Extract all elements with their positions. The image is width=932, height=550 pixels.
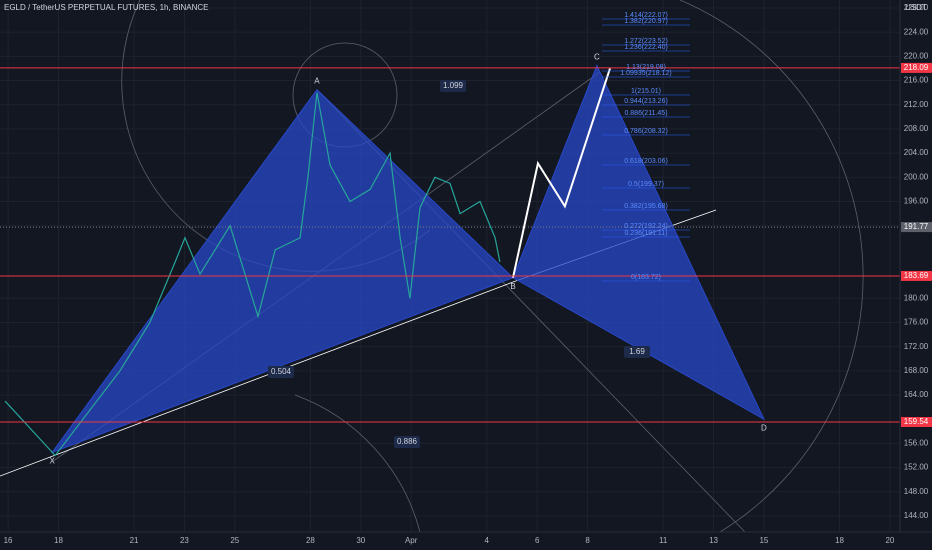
fib-label: 0.5(199.37) — [628, 181, 664, 188]
x-tick-label: 20 — [885, 536, 894, 545]
level-tag — [901, 62, 932, 73]
fib-label: 0.272(192.24) — [624, 223, 668, 230]
axis-unit: USDT — [905, 3, 927, 12]
x-tick-label: 15 — [759, 536, 768, 545]
fib-label: 0.382(195.68) — [624, 203, 668, 210]
arc — [679, 0, 864, 533]
level-tag — [901, 270, 932, 281]
fib-label: 1.236(222.40) — [624, 44, 668, 51]
fib-label: 1.09935(218.12) — [620, 70, 671, 77]
y-tick-label: 200.00 — [904, 172, 929, 181]
pattern-point-label: A — [314, 77, 320, 86]
y-tick-label: 172.00 — [904, 342, 929, 351]
fib-label: 0.618(203.06) — [624, 158, 668, 165]
level-label: 218.09 — [904, 63, 929, 72]
level-tag — [901, 416, 932, 427]
y-tick-label: 176.00 — [904, 318, 929, 327]
x-tick-label: 13 — [709, 536, 718, 545]
x-tick-label: 28 — [306, 536, 315, 545]
y-tick-label: 220.00 — [904, 51, 929, 60]
ratio-box — [394, 436, 420, 448]
y-tick-label: 228.00 — [904, 3, 929, 12]
level-label: 183.69 — [904, 271, 929, 280]
fib-label: 1.414(222.07) — [624, 12, 668, 19]
x-tick-label: 21 — [130, 536, 139, 545]
fib-label: 0.786(208.32) — [624, 128, 668, 135]
pattern-point-label: D — [761, 423, 767, 432]
pattern-point-label: X — [49, 457, 55, 466]
plot: X A B C D 0.504 1.099 0.886 1.69 1.414(222.07)1.3… — [0, 12, 900, 466]
ratio-label: 0.886 — [397, 437, 418, 446]
chart-title: EGLD / TetherUS PERPETUAL FUTURES, 1h, B… — [4, 3, 209, 12]
x-tick-label: 8 — [585, 536, 590, 545]
price-line — [512, 68, 611, 278]
y-tick-label: 204.00 — [904, 148, 929, 157]
arc — [294, 394, 421, 533]
ratio-label: 0.504 — [271, 367, 292, 376]
price-line — [4, 92, 501, 457]
last-price-tag — [901, 222, 932, 233]
x-tick-label: 11 — [659, 536, 668, 545]
ratio-label: 1.69 — [629, 347, 645, 356]
x-tick-label: 4 — [485, 536, 490, 545]
fib-label: 1.13(219.08) — [626, 64, 666, 71]
ratio-label: 1.099 — [443, 81, 464, 90]
axes: 228.00 224.00 220.00 216.00 212.00 208.00 204.… — [4, 3, 932, 545]
trend-line — [0, 281, 514, 477]
x-tick-label: 30 — [356, 536, 365, 545]
fib-label: 1.382(220.97) — [624, 18, 668, 25]
ratio-box — [268, 366, 294, 378]
x-tick-label: 25 — [230, 536, 239, 545]
fib-label: 1(215.01) — [631, 88, 661, 95]
y-tick-label: 152.00 — [904, 463, 929, 472]
fib-label: 0.236(191.11) — [624, 230, 667, 237]
pattern-point-label: B — [510, 282, 515, 291]
y-tick-label: 216.00 — [904, 76, 929, 85]
x-tick-label: 16 — [4, 536, 13, 545]
y-tick-label: 168.00 — [904, 366, 929, 375]
pattern-area — [50, 88, 514, 454]
y-tick-label: 212.00 — [904, 100, 929, 109]
y-tick-label: 196.00 — [904, 197, 929, 206]
y-tick-label: 148.00 — [904, 487, 929, 496]
y-tick-label: 224.00 — [904, 27, 929, 36]
y-tick-label: 208.00 — [904, 124, 929, 133]
last-price-label: 191.77 — [904, 222, 929, 231]
x-tick-label: 18 — [835, 536, 844, 545]
y-tick-label: 144.00 — [904, 511, 929, 520]
y-tick-label: 164.00 — [904, 390, 929, 399]
fib-label: 0.886(211.45) — [624, 110, 667, 117]
fib-label: 0(183.72) — [631, 274, 661, 281]
x-tick-label: 6 — [535, 536, 540, 545]
ratio-box — [440, 80, 466, 92]
x-tick-label: Apr — [405, 536, 418, 545]
fib-label: 0.944(213.26) — [624, 98, 668, 105]
fib-label: 1.272(223.52) — [624, 38, 668, 45]
level-label: 159.54 — [904, 417, 929, 426]
pattern-point-label: C — [594, 53, 600, 62]
ratio-box — [624, 346, 650, 358]
x-tick-label: 18 — [54, 536, 63, 545]
x-tick-label: 23 — [180, 536, 189, 545]
y-tick-label: 156.00 — [904, 439, 929, 448]
y-tick-label: 180.00 — [904, 293, 929, 302]
